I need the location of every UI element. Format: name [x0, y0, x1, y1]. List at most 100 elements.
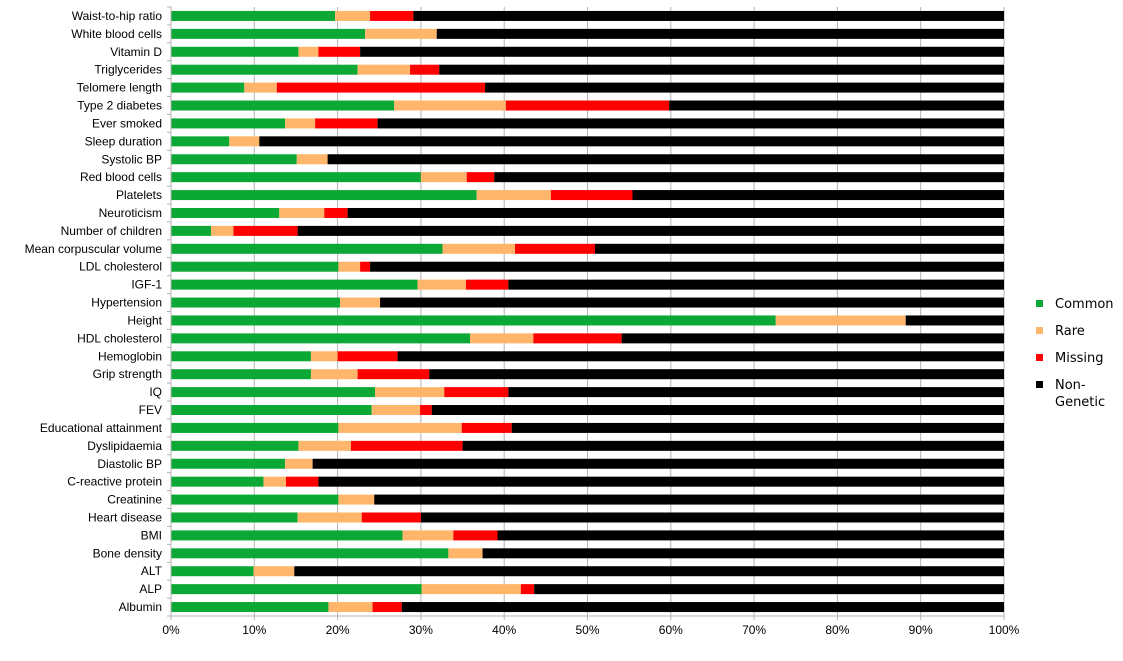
bar-c-reactive-protein-missing [285, 476, 319, 487]
x-tick-label-8: 80% [825, 623, 849, 637]
legend-swatch-rare [1036, 327, 1043, 334]
x-tick-label-10: 100% [989, 623, 1020, 637]
bar-dyslipidaemia-missing [350, 440, 463, 451]
bar-heart-disease-missing [361, 512, 421, 523]
bar-number-of-children-common [171, 225, 211, 236]
category-label-creatinine: Creatinine [107, 493, 162, 507]
category-label-fev: FEV [139, 403, 162, 417]
bar-red-blood-cells-common [171, 172, 421, 183]
bar-platelets-non-genetic [632, 190, 1004, 201]
legend-swatch-non-genetic [1036, 381, 1043, 388]
category-label-white-blood-cells: White blood cells [71, 27, 162, 41]
bar-number-of-children-missing [233, 225, 298, 236]
legend-label-rare: Rare [1055, 324, 1085, 339]
bar-mean-corpuscular-volume-non-genetic [594, 243, 1004, 254]
bar-hemoglobin-missing [337, 351, 398, 362]
bar-type-2-diabetes-non-genetic [669, 100, 1004, 111]
legend-swatch-missing [1036, 354, 1043, 361]
bar-telomere-length-non-genetic [485, 82, 1004, 93]
bar-ever-smoked-common [171, 118, 286, 129]
bar-number-of-children-rare [210, 225, 234, 236]
bar-red-blood-cells-rare [420, 172, 467, 183]
bar-igf-1-rare [417, 279, 466, 290]
bar-triglycerides-common [171, 64, 358, 75]
bar-systolic-bp-non-genetic [327, 154, 1004, 165]
category-label-heart-disease: Heart disease [88, 510, 162, 524]
bar-hypertension-non-genetic [380, 297, 1004, 308]
bar-waist-to-hip-ratio-non-genetic [413, 10, 1004, 21]
bar-educational-attainment-common [171, 422, 339, 433]
bar-telomere-length-rare [244, 82, 277, 93]
bar-iq-missing [444, 387, 509, 398]
bar-iq-rare [375, 387, 445, 398]
bar-number-of-children-non-genetic [297, 225, 1005, 236]
category-label-dyslipidaemia: Dyslipidaemia [87, 439, 162, 453]
bar-iq-non-genetic [508, 387, 1004, 398]
category-label-mean-corpuscular-volume: Mean corpuscular volume [25, 242, 163, 256]
bar-iq-common [171, 387, 376, 398]
bar-mean-corpuscular-volume-common [171, 243, 443, 254]
bar-type-2-diabetes-missing [505, 100, 670, 111]
x-tick-label-6: 60% [659, 623, 683, 637]
bar-dyslipidaemia-rare [298, 440, 351, 451]
bar-diastolic-bp-common [171, 458, 286, 469]
bar-alt-non-genetic [294, 566, 1004, 577]
bar-hdl-cholesterol-non-genetic [621, 333, 1004, 344]
bar-educational-attainment-missing [461, 422, 512, 433]
category-label-alp: ALP [139, 582, 162, 596]
bar-mean-corpuscular-volume-rare [442, 243, 516, 254]
bar-ldl-cholesterol-missing [360, 261, 371, 272]
legend-label-common: Common [1055, 297, 1114, 312]
category-labels: Waist-to-hip ratio White blood cells Vitam… [25, 9, 163, 614]
bar-neuroticism-rare [279, 207, 325, 218]
x-tick-label-0: 0% [162, 623, 180, 637]
bar-hemoglobin-rare [310, 351, 338, 362]
bar-alt-common [171, 566, 254, 577]
category-label-telomere-length: Telomere length [77, 81, 162, 95]
bar-hypertension-common [171, 297, 341, 308]
bar-mean-corpuscular-volume-missing [515, 243, 595, 254]
bar-educational-attainment-non-genetic [511, 422, 1004, 433]
bar-creatinine-common [171, 494, 339, 505]
bar-dyslipidaemia-non-genetic [462, 440, 1004, 451]
bar-height-rare [775, 315, 906, 326]
bar-hemoglobin-non-genetic [397, 351, 1004, 362]
category-label-hemoglobin: Hemoglobin [98, 349, 162, 363]
category-label-hypertension: Hypertension [91, 296, 162, 310]
bar-c-reactive-protein-rare [263, 476, 286, 487]
legend-swatch-common [1036, 300, 1043, 307]
bar-grip-strength-rare [310, 369, 358, 380]
bar-waist-to-hip-ratio-rare [335, 10, 371, 21]
category-label-ever-smoked: Ever smoked [92, 116, 162, 130]
bar-alt-rare [253, 566, 295, 577]
category-label-diastolic-bp: Diastolic BP [97, 457, 162, 471]
axes [167, 6, 1005, 620]
bar-systolic-bp-common [171, 154, 297, 165]
bar-bmi-common [171, 530, 403, 541]
bar-grip-strength-common [171, 369, 311, 380]
bar-albumin-missing [372, 602, 402, 613]
bar-bmi-rare [402, 530, 454, 541]
bar-bmi-non-genetic [497, 530, 1004, 541]
bar-triglycerides-rare [357, 64, 411, 75]
bar-hdl-cholesterol-common [171, 333, 471, 344]
bar-heart-disease-non-genetic [420, 512, 1004, 523]
bar-ldl-cholesterol-non-genetic [370, 261, 1004, 272]
bar-triglycerides-missing [410, 64, 440, 75]
bar-sleep-duration-common [171, 136, 230, 147]
bar-red-blood-cells-missing [466, 172, 495, 183]
bar-hemoglobin-common [171, 351, 311, 362]
x-tick-label-7: 70% [742, 623, 766, 637]
bar-bmi-missing [453, 530, 498, 541]
bar-platelets-common [171, 190, 477, 201]
x-tick-label-9: 90% [909, 623, 933, 637]
bar-bone-density-rare [448, 548, 483, 559]
category-label-systolic-bp: Systolic BP [101, 152, 162, 166]
bar-vitamin-d-common [171, 46, 299, 57]
bar-sleep-duration-rare [229, 136, 260, 147]
category-label-grip-strength: Grip strength [93, 367, 162, 381]
bar-vitamin-d-rare [298, 46, 319, 57]
bars [171, 10, 1005, 613]
bar-heart-disease-rare [297, 512, 362, 523]
bar-sleep-duration-non-genetic [259, 136, 1005, 147]
